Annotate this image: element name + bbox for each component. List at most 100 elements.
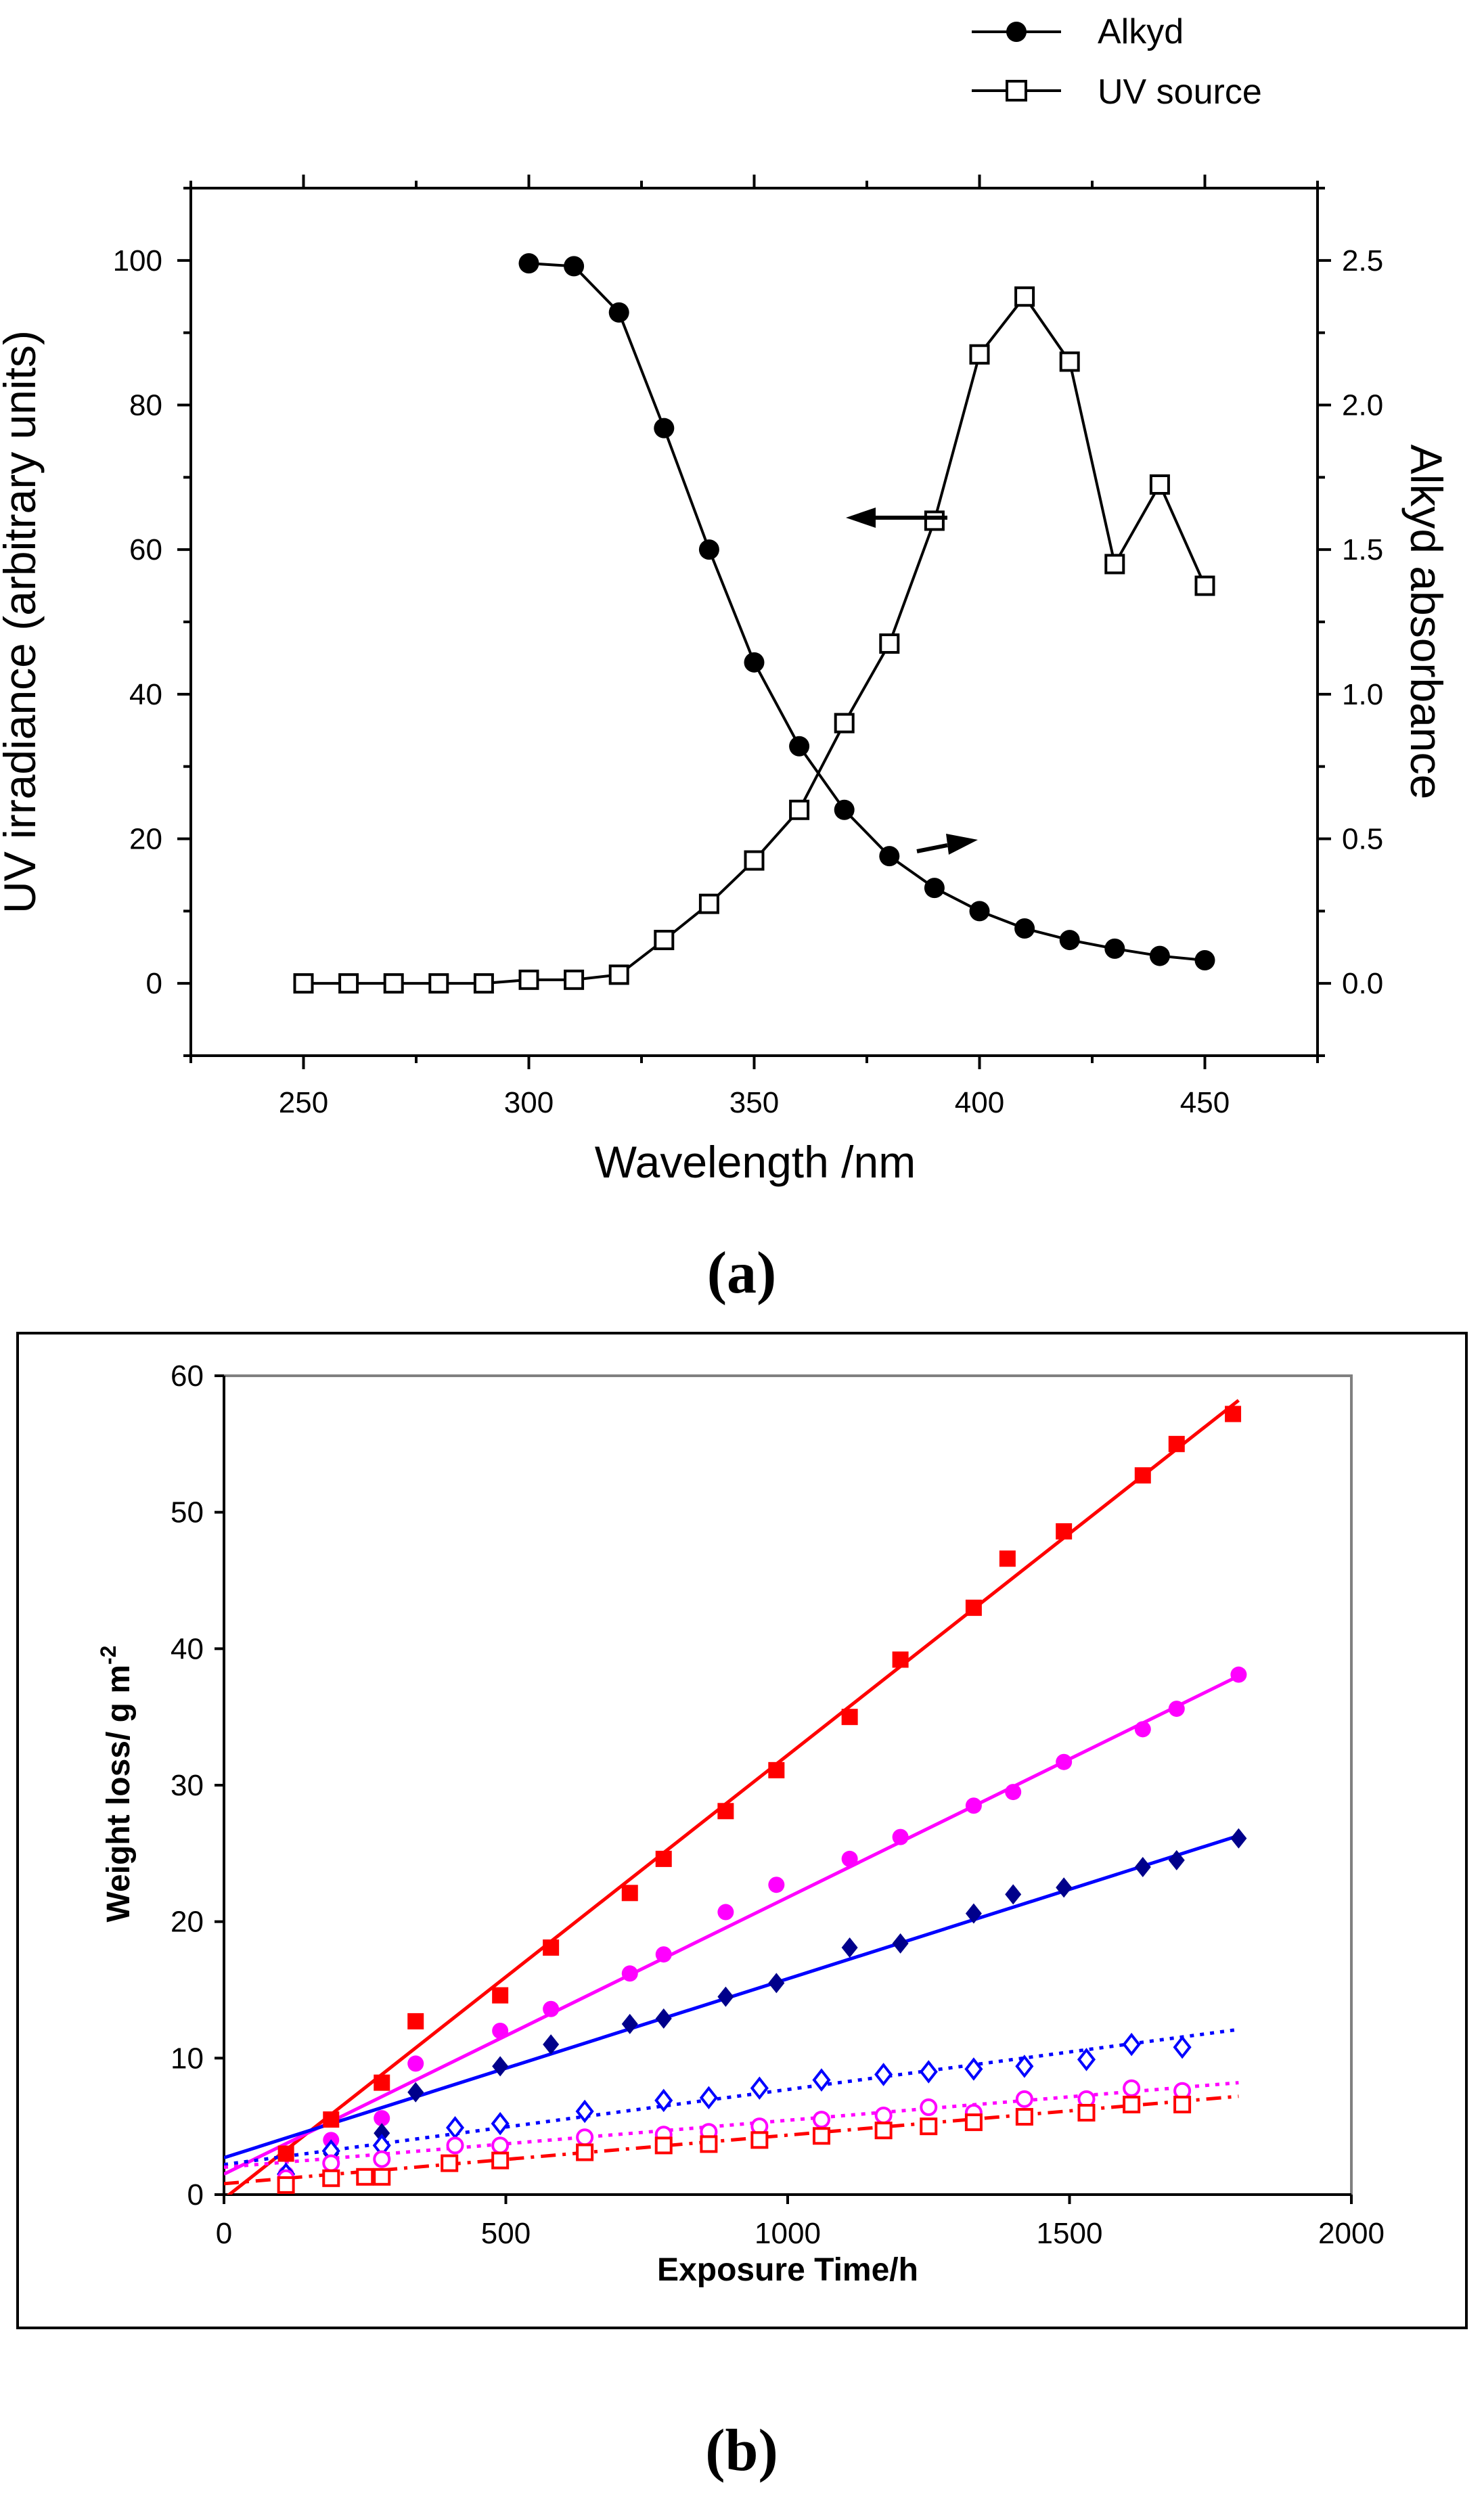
y-tick-label: 0 [187, 2178, 204, 2212]
uv-source-point [834, 713, 855, 734]
panel-a-right-y-axis-label: Alkyd absorbance [1401, 445, 1452, 800]
data-point [1123, 2095, 1141, 2113]
data-point [655, 1850, 672, 1867]
alkyd-point [608, 302, 629, 323]
panel-a-x-axis-label: Wavelength /nm [595, 1137, 916, 1187]
data-point [1173, 2095, 1192, 2113]
uv-source-point [789, 799, 810, 820]
data-point [812, 2127, 830, 2145]
x-tick-label: 400 [955, 1086, 1004, 1119]
data-point [621, 1965, 638, 1982]
right-y-tick-label: 0.0 [1342, 967, 1383, 1000]
data-point [1015, 2090, 1033, 2108]
data-point [874, 2063, 893, 2086]
arrow-right-head [946, 834, 978, 855]
data-point [1077, 2104, 1096, 2122]
alkyd-point [654, 418, 675, 439]
data-point [407, 2082, 424, 2103]
fit-line [224, 2081, 1239, 2170]
data-point [892, 1828, 909, 1845]
uv-source-point [1104, 554, 1125, 575]
right-y-tick-label: 0.5 [1342, 823, 1383, 856]
x-tick-label: 250 [279, 1086, 328, 1119]
series-uv-source [293, 286, 1215, 994]
data-point [1056, 1523, 1073, 1540]
y-tick-label: 10 [171, 2042, 204, 2075]
data-point [491, 2136, 510, 2155]
data-point [1077, 2048, 1096, 2071]
panel-b-y-axis-label: Weight loss/ g m-2 [96, 1646, 137, 1923]
data-point [717, 1986, 734, 2007]
data-point [1168, 1849, 1185, 1870]
data-point [768, 1877, 785, 1893]
x-tick-label: 0 [216, 2217, 232, 2250]
data-point [1134, 1721, 1151, 1738]
left-y-tick-label: 100 [113, 244, 162, 277]
data-point [492, 2056, 509, 2077]
x-tick-label: 450 [1180, 1086, 1230, 1119]
x-tick-label: 300 [504, 1086, 554, 1119]
panel-a: Alkyd UV source 250 300 350 400 450 0 20 40 60 8… [0, 12, 1452, 1306]
y-tick-label: 30 [171, 1769, 204, 1802]
data-point [576, 2128, 594, 2147]
x-tick-label: 1000 [755, 2217, 821, 2250]
uv-source-point [293, 973, 314, 994]
uv-source-point [744, 850, 765, 871]
panel-b-series [277, 1406, 1247, 2194]
uv-source-point [1059, 351, 1080, 372]
data-point [1230, 1666, 1247, 1683]
panel-b-y-ticks: 0 10 20 30 40 50 60 [171, 1360, 225, 2212]
data-point [1168, 1701, 1185, 1718]
uv-source-point [428, 973, 449, 994]
data-point [1123, 2079, 1141, 2097]
left-y-tick-label: 60 [129, 533, 162, 566]
uv-source-point [383, 973, 404, 994]
arrow-right-shaft [916, 843, 948, 853]
data-point [750, 2076, 769, 2100]
left-y-tick-label: 40 [129, 678, 162, 711]
panel-a-left-y-axis-label: UV irradiance (arbitrary units) [0, 330, 45, 914]
data-point [322, 2154, 340, 2172]
alkyd-point [564, 256, 585, 277]
alkyd-point [834, 799, 855, 820]
x-tick-label: 1500 [1037, 2217, 1103, 2250]
data-point [621, 1885, 638, 1902]
series-filled-square [277, 1406, 1242, 2162]
alkyd-point [744, 652, 765, 673]
uv-source-point [924, 510, 945, 531]
panel-b-outer-frame [16, 1332, 1468, 2329]
data-point [543, 2000, 560, 2017]
alkyd-point [1059, 930, 1080, 951]
data-point [1122, 2032, 1141, 2057]
data-point [964, 2057, 983, 2081]
series-alkyd [518, 253, 1215, 970]
left-y-tick-label: 80 [129, 389, 162, 422]
data-point [543, 2034, 560, 2055]
data-point [1015, 2108, 1033, 2126]
data-point [654, 2136, 673, 2155]
data-point [1015, 2055, 1034, 2078]
panel-a-label: (a) [707, 1240, 777, 1306]
data-point [1225, 1406, 1242, 1422]
panel-b-y-axis-label-main: Weight loss/ g m [101, 1665, 137, 1922]
y-tick-label: 20 [171, 1906, 204, 1939]
data-point [717, 1904, 734, 1921]
data-point [999, 1550, 1016, 1567]
data-point [323, 2111, 340, 2128]
data-point [717, 1803, 734, 1820]
panel-a-right-y-ticks: 0.0 0.5 1.0 1.5 2.0 2.5 [1318, 187, 1383, 1057]
panel-b-label: (b) [705, 2418, 778, 2484]
alkyd-point [1014, 918, 1035, 939]
alkyd-point [698, 539, 719, 560]
data-point [543, 1939, 560, 1956]
data-point [407, 2013, 424, 2029]
data-point [277, 2145, 294, 2162]
data-point [374, 2074, 390, 2091]
data-point [812, 2111, 830, 2129]
data-point [841, 1709, 858, 1726]
data-point [892, 1933, 909, 1954]
y-tick-label: 60 [171, 1360, 204, 1393]
annotation-arrow-left [846, 508, 947, 528]
